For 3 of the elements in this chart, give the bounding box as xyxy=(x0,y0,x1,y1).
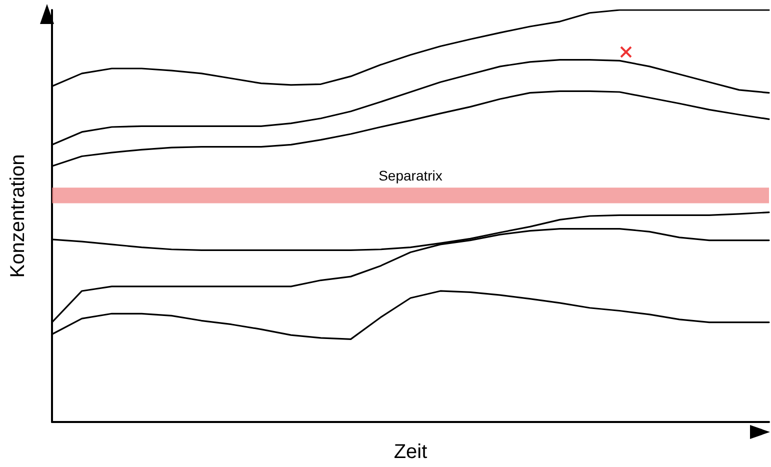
x-axis-title: Zeit xyxy=(394,441,428,463)
y-axis-title: Konzentration xyxy=(7,154,29,278)
band-label: Separatrix xyxy=(378,168,442,184)
